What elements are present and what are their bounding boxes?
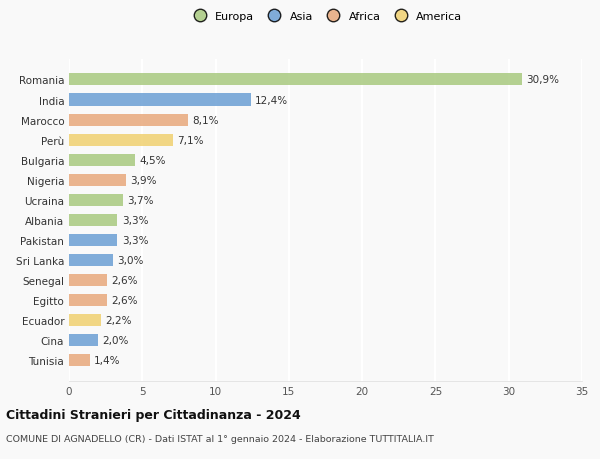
Bar: [69, 235, 118, 246]
Text: 8,1%: 8,1%: [192, 115, 218, 125]
Bar: [69, 194, 123, 206]
Text: 3,7%: 3,7%: [128, 196, 154, 205]
Text: 3,3%: 3,3%: [122, 235, 148, 245]
Text: 3,0%: 3,0%: [118, 255, 144, 265]
Bar: [69, 114, 188, 126]
Text: 3,3%: 3,3%: [122, 215, 148, 225]
Text: 3,9%: 3,9%: [131, 175, 157, 185]
Bar: [69, 94, 251, 106]
Text: COMUNE DI AGNADELLO (CR) - Dati ISTAT al 1° gennaio 2024 - Elaborazione TUTTITAL: COMUNE DI AGNADELLO (CR) - Dati ISTAT al…: [6, 434, 434, 442]
Text: 2,0%: 2,0%: [103, 336, 129, 345]
Bar: [69, 134, 173, 146]
Bar: [69, 74, 522, 86]
Legend: Europa, Asia, Africa, America: Europa, Asia, Africa, America: [184, 7, 467, 26]
Bar: [69, 154, 135, 166]
Text: 4,5%: 4,5%: [139, 155, 166, 165]
Text: 12,4%: 12,4%: [255, 95, 288, 105]
Bar: [69, 214, 118, 226]
Bar: [69, 174, 126, 186]
Text: 2,6%: 2,6%: [112, 295, 138, 305]
Text: 2,6%: 2,6%: [112, 275, 138, 285]
Text: 2,2%: 2,2%: [106, 315, 132, 325]
Text: 7,1%: 7,1%: [178, 135, 204, 146]
Bar: [69, 354, 89, 366]
Text: Cittadini Stranieri per Cittadinanza - 2024: Cittadini Stranieri per Cittadinanza - 2…: [6, 408, 301, 421]
Bar: [69, 314, 101, 326]
Bar: [69, 254, 113, 266]
Bar: [69, 274, 107, 286]
Text: 30,9%: 30,9%: [526, 75, 559, 85]
Text: 1,4%: 1,4%: [94, 355, 121, 365]
Bar: [69, 294, 107, 306]
Bar: [69, 334, 98, 347]
